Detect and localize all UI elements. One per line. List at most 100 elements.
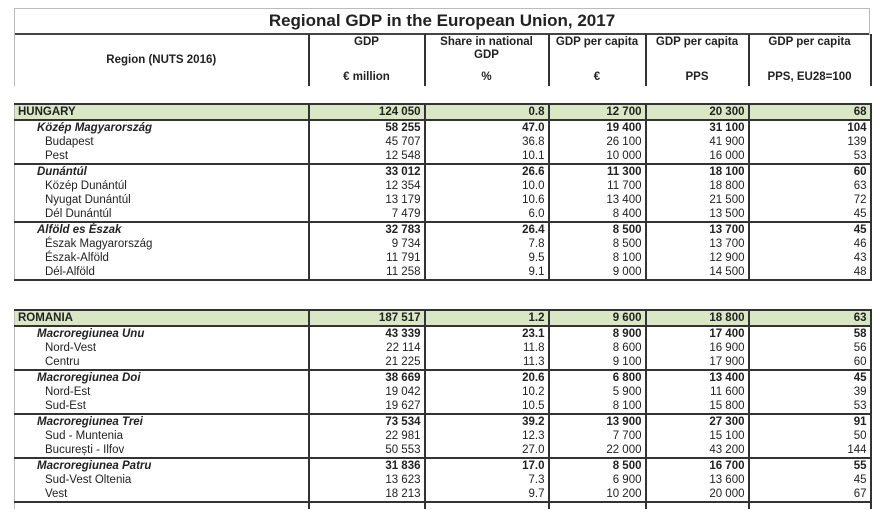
cell-value: 13 700 <box>644 221 750 237</box>
empty-cell <box>423 501 550 509</box>
column-label: GDP per capita <box>768 36 851 48</box>
cell-value: 13 400 <box>644 369 750 385</box>
cell-value: 11.8 <box>423 341 550 355</box>
cell-value: 17.0 <box>423 457 550 473</box>
cell-value: 6 900 <box>547 473 647 487</box>
column-header: GDP per capita PPS <box>644 34 750 86</box>
cell-value: 12 900 <box>644 251 750 265</box>
region-name: București - Ilfov <box>14 443 310 458</box>
cell-value: 1.2 <box>423 309 550 327</box>
cell-value: 53 <box>747 399 872 414</box>
column-label: GDP per capita <box>655 36 739 48</box>
cell-value: 45 <box>747 473 872 487</box>
column-label: Region (NUTS 2016) <box>106 53 217 66</box>
cell-value: 53 <box>747 149 872 164</box>
cell-value: 11.3 <box>423 355 550 370</box>
region-name: Dél-Alföld <box>14 265 310 281</box>
cell-value: 63 <box>747 179 872 193</box>
region-row: Nord-Est 19 042 10.2 5 900 11 600 39 <box>14 385 872 399</box>
cell-value: 18 800 <box>644 309 750 327</box>
region-row: București - Ilfov 50 553 27.0 22 000 43 200 1… <box>14 443 872 458</box>
cell-value: 21 500 <box>644 193 750 207</box>
cell-value: 13 400 <box>547 193 647 207</box>
cell-value: 16 900 <box>644 341 750 355</box>
cell-value: 8 500 <box>547 457 647 473</box>
column-header: GDP € million <box>307 34 426 86</box>
column-unit: % <box>481 71 492 83</box>
cell-value: 38 669 <box>307 369 426 385</box>
column-header-stack: Share in national GDP% <box>428 36 546 84</box>
cell-value: 9 000 <box>547 265 647 281</box>
cell-value: 9.7 <box>423 487 550 502</box>
cell-value: 47.0 <box>423 119 550 135</box>
cell-value: 139 <box>747 135 872 149</box>
cell-value: 21 225 <box>307 355 426 370</box>
group-row: Dunántúl 33 012 26.6 11 300 18 100 60 <box>14 163 872 179</box>
cell-value: 13 179 <box>307 193 426 207</box>
cell-value: 50 <box>747 429 872 443</box>
cell-value: 27.0 <box>423 443 550 458</box>
region-row: Vest 18 213 9.7 10 200 20 000 67 <box>14 487 872 502</box>
group-row: Közép Magyarország 58 255 47.0 19 400 31 100… <box>14 119 872 135</box>
cell-value: 18 213 <box>307 487 426 502</box>
cell-value: 8 100 <box>547 399 647 414</box>
cell-value: 73 534 <box>307 413 426 429</box>
cell-value: 12.3 <box>423 429 550 443</box>
cell-value: 11 700 <box>547 179 647 193</box>
cell-value: 41 900 <box>644 135 750 149</box>
cell-value: 7 700 <box>547 429 647 443</box>
romania-table: ROMANIA 187 517 1.2 9 600 18 800 63 Macroregiu… <box>14 309 872 509</box>
group-row: Macroregiunea Doi 38 669 20.6 6 800 13 400 45 <box>14 369 872 385</box>
cell-value: 13 500 <box>644 207 750 222</box>
cell-value: 104 <box>747 119 872 135</box>
region-name: Vest <box>14 487 310 502</box>
cell-value: 6.0 <box>423 207 550 222</box>
cell-value: 45 <box>747 369 872 385</box>
column-unit: PPS <box>685 71 709 83</box>
cell-value: 11 258 <box>307 265 426 281</box>
cell-value: 39 <box>747 385 872 399</box>
column-header-stack: GDP per capita € <box>552 36 643 84</box>
column-label: GDP <box>354 36 379 48</box>
cell-value: 8 600 <box>547 341 647 355</box>
cell-value: 39.2 <box>423 413 550 429</box>
cell-value: 20 000 <box>644 487 750 502</box>
column-header: GDP per capita PPS, EU28=100 <box>747 34 872 86</box>
cell-value: 10.0 <box>423 179 550 193</box>
cell-value: 56 <box>747 341 872 355</box>
column-header: Region (NUTS 2016) <box>14 34 310 86</box>
region-name: Észak-Alföld <box>14 251 310 265</box>
cell-value: 7 479 <box>307 207 426 222</box>
cell-value: 23.1 <box>423 325 550 341</box>
column-header: GDP per capita € <box>547 34 647 86</box>
cell-value: 15 100 <box>644 429 750 443</box>
group-row: Alföld es Észak 32 783 26.4 8 500 13 700 45 <box>14 221 872 237</box>
cell-value: 43 <box>747 251 872 265</box>
region-name: Macroregiunea Patru <box>14 457 310 473</box>
cell-value: 43 339 <box>307 325 426 341</box>
cell-value: 13 700 <box>644 237 750 251</box>
cell-value: 13 900 <box>547 413 647 429</box>
cell-value: 0.8 <box>423 103 550 121</box>
column-header-stack: GDP per capita PPS, EU28=100 <box>752 36 868 84</box>
empty-cell <box>307 501 426 509</box>
empty-cell <box>547 501 647 509</box>
region-row: Nord-Vest 22 114 11.8 8 600 16 900 56 <box>14 341 872 355</box>
region-name: Nord-Est <box>14 385 310 399</box>
cell-value: 60 <box>747 355 872 370</box>
region-name: Macroregiunea Trei <box>14 413 310 429</box>
region-row: Sud-Vest Oltenia 13 623 7.3 6 900 13 600 45 <box>14 473 872 487</box>
region-name: Sud-Est <box>14 399 310 414</box>
cell-value: 8 400 <box>547 207 647 222</box>
country-row: HUNGARY 124 050 0.8 12 700 20 300 68 <box>14 103 872 121</box>
cell-value: 8 100 <box>547 251 647 265</box>
cell-value: 9 600 <box>547 309 647 327</box>
group-row: Macroregiunea Unu 43 339 23.1 8 900 17 400 58 <box>14 325 872 341</box>
cell-value: 43 200 <box>644 443 750 458</box>
region-name: Pest <box>14 149 310 164</box>
region-name: Centru <box>14 355 310 370</box>
cell-value: 68 <box>747 103 872 121</box>
cell-value: 60 <box>747 163 872 179</box>
cell-value: 12 700 <box>547 103 647 121</box>
cell-value: 20.6 <box>423 369 550 385</box>
